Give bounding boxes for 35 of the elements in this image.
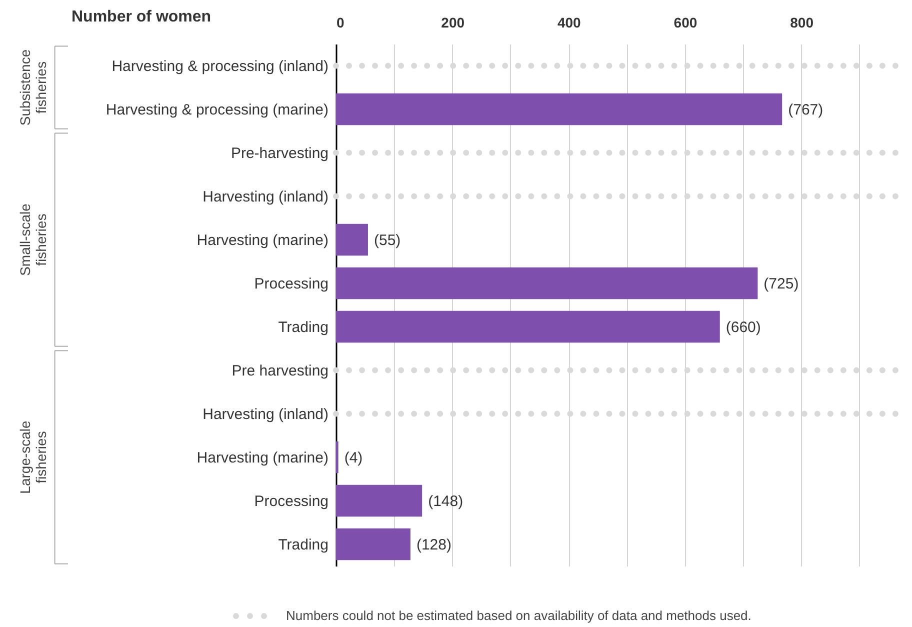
y-tick-label: Pre harvesting — [232, 362, 328, 380]
x-tick-label: 800 — [790, 14, 814, 30]
y-tick-label: Trading — [278, 318, 328, 336]
text: Subsistence fisheries — [17, 49, 49, 126]
y-tick-label: Harvesting & processing (inland) — [112, 58, 328, 75]
text: Large-scale fisheries — [17, 420, 49, 494]
x-axis-title: Number of women — [72, 8, 212, 26]
text: Small-scale fisheries — [17, 203, 49, 276]
y-tick-label: Harvesting & processing (marine) — [106, 101, 328, 118]
y-tick-label: Processing — [254, 492, 328, 510]
data-label: (767) — [788, 101, 824, 118]
bar — [336, 93, 782, 126]
text: Numbers could not be estimated based on availability of data and methods used. — [286, 608, 752, 623]
bar — [336, 310, 720, 343]
bar — [336, 224, 368, 256]
bar — [336, 528, 410, 560]
data-label: (4) — [344, 449, 363, 466]
bar — [336, 267, 758, 300]
y-tick-label: Pre-harvesting — [230, 144, 328, 162]
y-tick-label: Processing — [254, 275, 328, 292]
x-tick-label: 600 — [674, 14, 698, 30]
y-tick-label: Harvesting (inland) — [202, 188, 329, 206]
y-tick-label: Trading — [278, 536, 328, 554]
data-label: (128) — [416, 536, 452, 554]
bar — [336, 484, 422, 517]
data-label: (55) — [374, 232, 401, 249]
x-tick-label: 400 — [557, 14, 582, 30]
y-tick-label: Harvesting (marine) — [196, 232, 328, 249]
data-label: (148) — [428, 492, 464, 510]
y-tick-label: Harvesting (marine) — [196, 449, 328, 466]
x-tick-label: 0 — [336, 14, 344, 30]
x-tick-label: 200 — [441, 14, 465, 30]
data-label: (725) — [764, 275, 799, 292]
y-tick-label: Harvesting (inland) — [202, 406, 329, 423]
data-label: (660) — [726, 318, 761, 336]
